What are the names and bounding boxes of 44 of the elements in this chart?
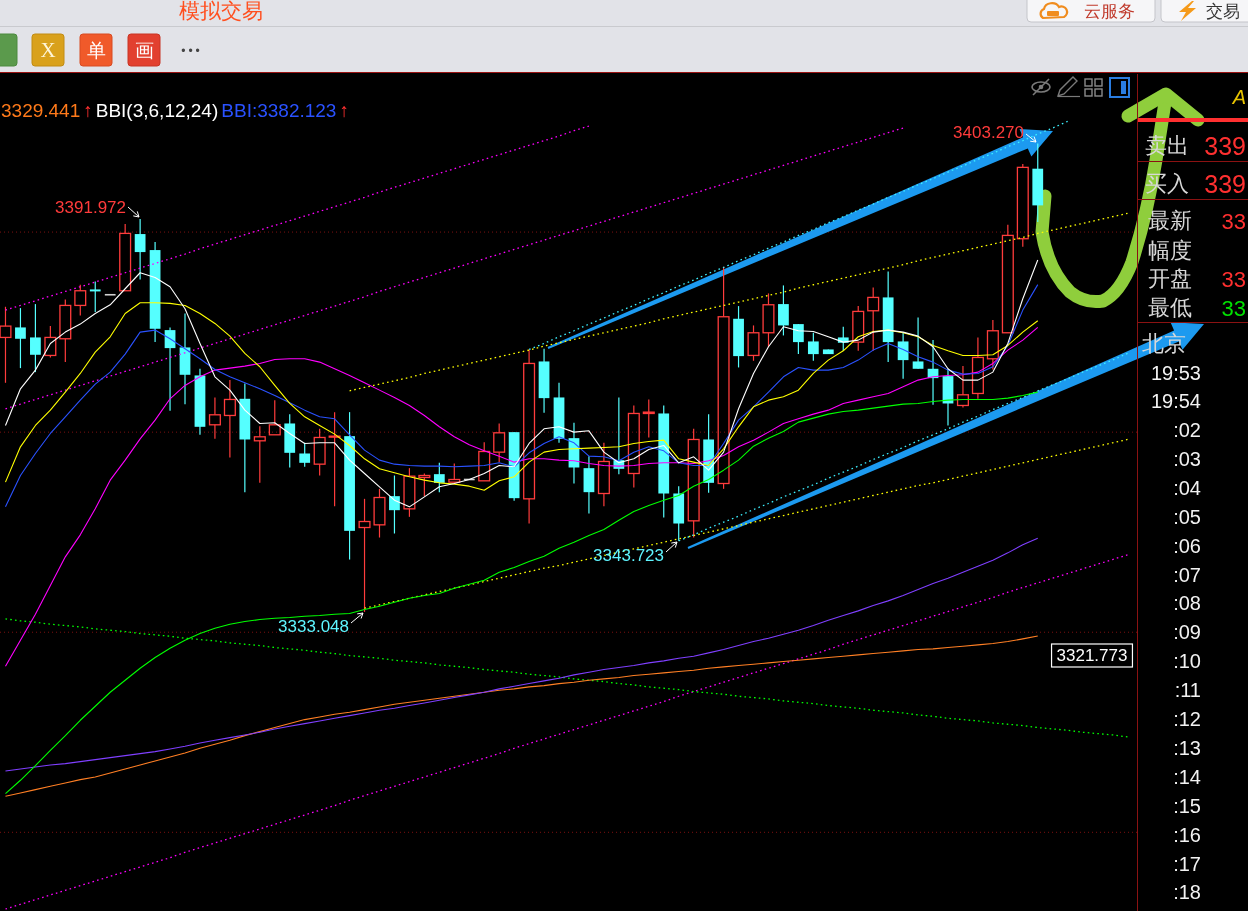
text: :13 xyxy=(1173,736,1201,759)
text: :14 xyxy=(1173,765,1201,788)
annotation: 3391.972 xyxy=(55,198,126,217)
annotation: BBI:3382.123 xyxy=(221,100,337,121)
text: :09 xyxy=(1173,621,1201,644)
text: :10 xyxy=(1173,650,1201,673)
text: :12 xyxy=(1173,708,1201,730)
text: 开盘 xyxy=(1148,266,1192,291)
text: 画 xyxy=(134,40,154,61)
text: :11 xyxy=(1174,679,1201,702)
annotation: BBI(3,6,12,24) xyxy=(95,100,219,121)
annotation: ↑ xyxy=(339,100,349,121)
text: 交易 xyxy=(1206,2,1240,21)
annotation: ↑ xyxy=(83,100,93,121)
text: :02 xyxy=(1173,419,1201,441)
text: :06 xyxy=(1173,534,1201,557)
text: :04 xyxy=(1173,476,1201,499)
text: 339 xyxy=(1204,170,1246,198)
text: :08 xyxy=(1173,592,1201,615)
text: 339 xyxy=(1204,132,1246,160)
text: 33 xyxy=(1221,209,1246,234)
text: :17 xyxy=(1173,852,1201,875)
text: :05 xyxy=(1173,505,1201,528)
text: 幅度 xyxy=(1148,238,1192,263)
text: 最低 xyxy=(1148,295,1192,320)
text: :16 xyxy=(1173,823,1201,846)
text: 模拟交易 xyxy=(179,0,263,22)
text: X xyxy=(40,38,56,62)
text: :15 xyxy=(1173,794,1201,817)
text: A xyxy=(1231,86,1246,108)
text: 单 xyxy=(86,40,106,61)
text: :03 xyxy=(1173,447,1201,470)
annotation: 3329.441 xyxy=(1,100,81,121)
text: 33 xyxy=(1221,267,1246,292)
annotation: 3333.048 xyxy=(278,617,349,636)
annotation: 3321.773 xyxy=(1056,646,1128,665)
text: 云服务 xyxy=(1083,2,1135,21)
text: 19:53 xyxy=(1150,362,1201,384)
text: 19:54 xyxy=(1150,390,1201,412)
text: 33 xyxy=(1221,296,1246,321)
text: :07 xyxy=(1173,563,1201,586)
annotation: 3343.723 xyxy=(593,546,664,565)
text: :18 xyxy=(1173,881,1201,904)
text: ••• xyxy=(181,44,203,58)
